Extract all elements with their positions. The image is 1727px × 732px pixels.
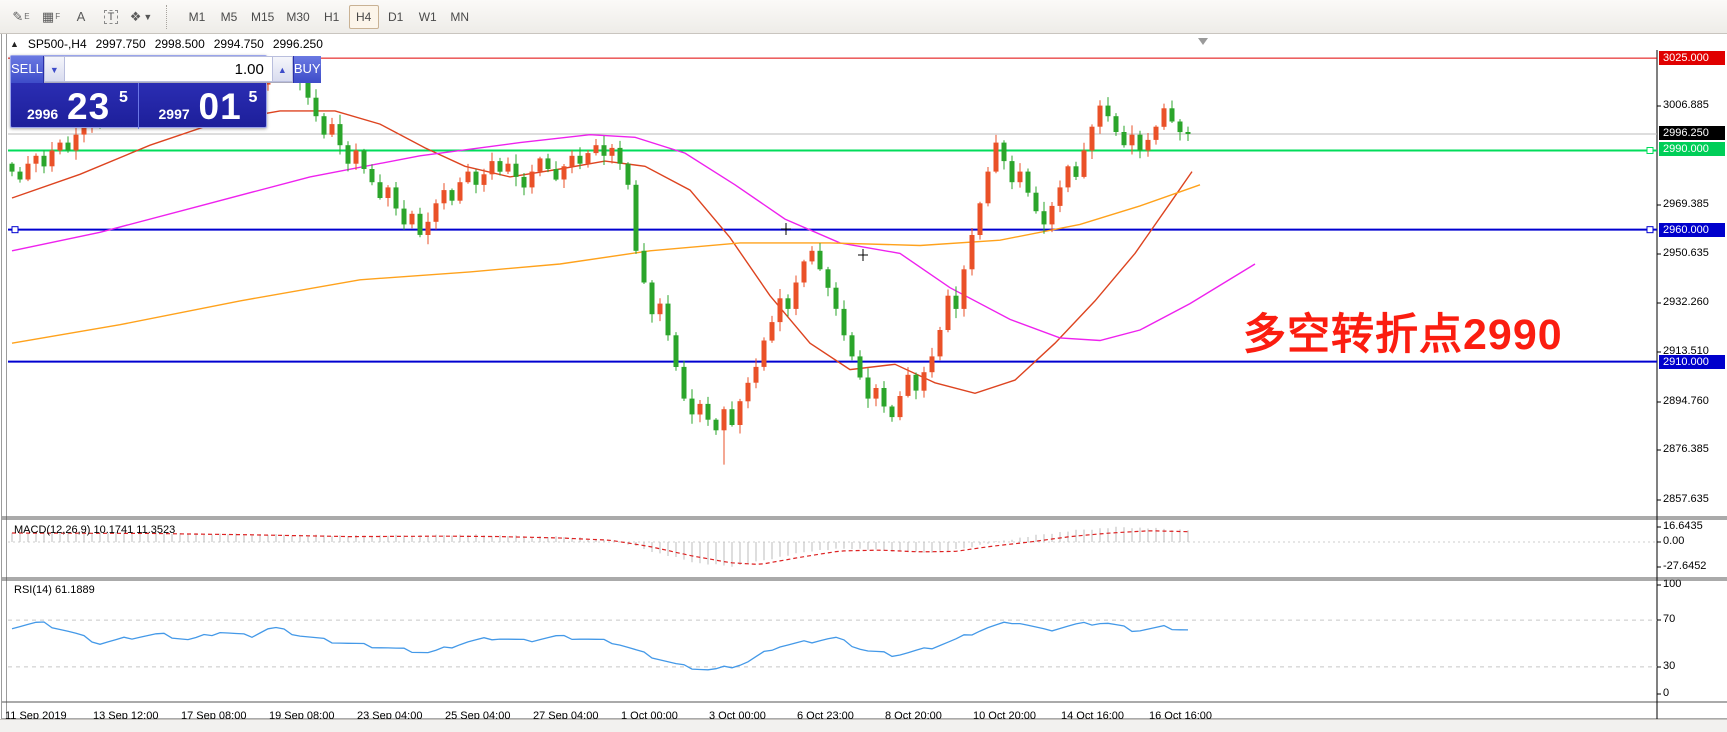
ohlc-high: 2998.500	[154, 37, 205, 51]
volume-decrease-button[interactable]: ▼	[43, 56, 65, 82]
price-badge-label: 2990.000	[1659, 142, 1725, 156]
window-left-border-inner	[6, 34, 7, 732]
chart-canvas[interactable]	[0, 34, 1727, 732]
ma-fast-line	[11, 110, 1193, 395]
ma-slow-line	[11, 184, 1201, 344]
price-badge-label: 3025.000	[1659, 51, 1725, 65]
buy-price-sup: 5	[248, 89, 258, 106]
price-tick-label: 70	[1663, 613, 1676, 625]
price-badge-label: 2996.250	[1659, 126, 1725, 140]
objects-dropdown-icon[interactable]: ❖ ▼	[129, 8, 153, 24]
price-tick-label: 0	[1663, 687, 1670, 699]
chart-symbol: SP500-,H4	[27, 37, 87, 51]
price-badge-label: 2960.000	[1659, 223, 1725, 237]
volume-input[interactable]	[64, 56, 272, 82]
ohlc-open: 2997.750	[95, 37, 146, 51]
timeframe-button-mn[interactable]: MN	[450, 9, 470, 24]
price-tick-label: 2932.260	[1663, 296, 1709, 308]
price-tick-label: 3006.885	[1663, 99, 1709, 111]
buy-price-main: 2997	[158, 106, 190, 122]
price-tick-label: -27.6452	[1663, 560, 1707, 572]
macd-label: MACD(12,26,9) 10.1741 11.3523	[14, 524, 176, 536]
buy-price-pips: 01	[198, 86, 242, 127]
sell-price-display[interactable]: 2996 23 5	[11, 83, 139, 129]
price-tick-label: 2894.760	[1663, 395, 1709, 407]
chart-title-row: ▲ SP500-,H4 2997.750 2998.500 2994.750 2…	[10, 37, 323, 51]
price-tick-label: 2950.635	[1663, 247, 1709, 259]
price-tick-label: 2876.385	[1663, 443, 1709, 455]
price-tick-label: 2857.635	[1663, 493, 1709, 505]
timeframe-button-m15[interactable]: M15	[251, 9, 275, 24]
sell-price-main: 2996	[27, 106, 59, 122]
price-tick-label: 30	[1663, 660, 1676, 672]
ohlc-close: 2996.250	[272, 37, 323, 51]
grid-dots-icon[interactable]: ▦ F	[41, 8, 61, 24]
rsi-line	[11, 621, 1189, 671]
ohlc-low: 2994.750	[213, 37, 264, 51]
candles	[9, 59, 1191, 465]
textbox-icon[interactable]: T	[96, 4, 126, 30]
text-label-icon[interactable]: A	[76, 9, 86, 24]
timeframe-button-w1[interactable]: W1	[418, 9, 437, 24]
rsi-indicator	[8, 619, 1657, 671]
price-badge-label: 2910.000	[1659, 355, 1725, 369]
price-tick-label: 100	[1663, 578, 1682, 590]
indicator-lines-icon[interactable]: ✎ E	[12, 8, 30, 24]
one-click-trade-panel: SELL ▼ ▲ BUY 2996 23 5 2997 01 5	[10, 55, 321, 129]
window-left-border	[1, 34, 2, 732]
status-bar	[0, 719, 1727, 732]
buy-price-display[interactable]: 2997 01 5	[139, 83, 267, 129]
price-tick-label: 2969.385	[1663, 198, 1709, 210]
sell-price-sup: 5	[119, 89, 128, 106]
buy-button[interactable]: BUY	[292, 56, 321, 83]
rsi-label: RSI(14) 61.1889	[14, 584, 95, 596]
timeframe-buttons-group: M1 M5 M15 M30 H1 H4 D1 W1 MN	[182, 4, 477, 29]
toolbar-separator	[166, 4, 176, 29]
volume-spinner: ▼ ▲	[43, 56, 293, 83]
timeframe-button-m5[interactable]: M5	[220, 9, 238, 24]
cross-markers	[781, 223, 868, 261]
chart-annotation-text: 多空转折点2990	[1243, 311, 1563, 359]
ma-mid-line	[11, 133, 1256, 342]
timeframe-button-m1[interactable]: M1	[188, 9, 206, 24]
toolbar: ✎ E ▦ F A T ❖ ▼ M1 M5 M15 M30 H1 H4 D1 W1 MN	[0, 0, 1727, 34]
timeframe-button-h1[interactable]: H1	[324, 9, 340, 24]
timeframe-button-h4[interactable]: H4	[348, 4, 379, 29]
chart-window: ▲ SP500-,H4 2997.750 2998.500 2994.750 2…	[0, 34, 1727, 732]
price-tick-label: 16.6435	[1663, 520, 1703, 532]
macd-indicator	[8, 526, 1657, 567]
price-tick-label: 2913.510	[1663, 345, 1709, 357]
timeframe-button-m30[interactable]: M30	[286, 9, 310, 24]
drawing-tools-group: ✎ E ▦ F A T ❖ ▼	[6, 4, 156, 30]
collapse-triangle-icon[interactable]: ▲	[10, 39, 19, 49]
macd-signal-line	[12, 530, 1189, 565]
sell-button[interactable]: SELL	[11, 56, 44, 83]
timeframe-button-d1[interactable]: D1	[388, 9, 404, 24]
volume-increase-button[interactable]: ▲	[271, 56, 293, 82]
price-tick-label: 0.00	[1663, 535, 1685, 547]
chart-shift-marker-icon[interactable]	[1198, 38, 1208, 45]
sell-price-pips: 23	[67, 86, 111, 127]
